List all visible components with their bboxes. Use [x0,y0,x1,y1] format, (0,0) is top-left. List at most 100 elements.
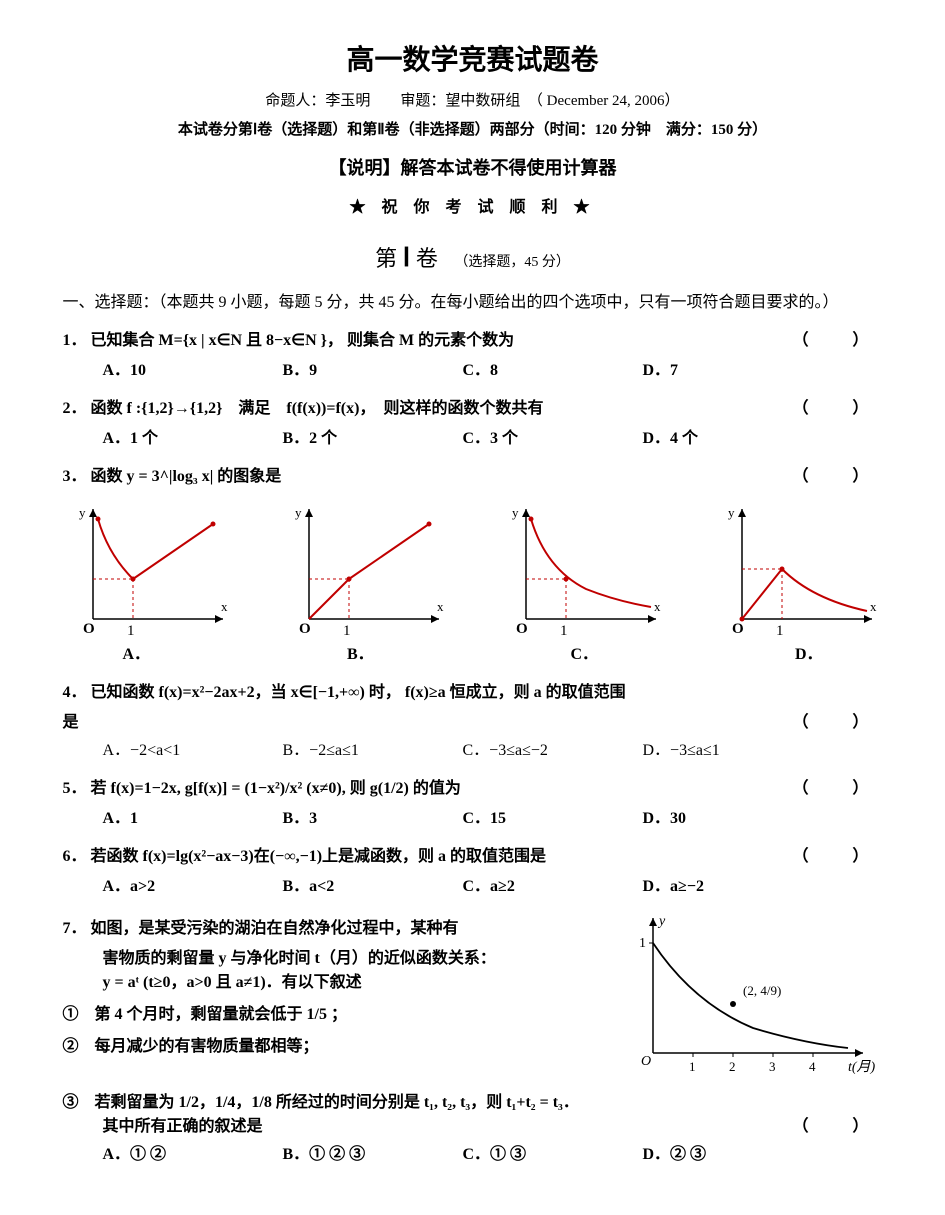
q5-opt-d: D．30 [643,807,783,831]
q4-opt-c: C．−3≤a≤−2 [463,739,603,763]
tick-1: 1 [343,623,351,639]
q2-number: 2． [63,400,87,417]
q5-text: 若 f(x)=1−2x, g[f(x)] = (1−x²)/x² (x≠0), … [91,780,461,797]
question-1: （ ） 1． 已知集合 M={x | x∈N 且 8−x∈N }， 则集合 M … [63,329,883,353]
q7-options: A．① ② B．① ② ③ C．① ③ D．② ③ [103,1143,883,1167]
q2-options: A．1 个 B．2 个 C．3 个 D．4 个 [103,427,883,451]
q7-stmt3: ③ 若剩留量为 1/2，1/4，1/8 所经过的时间分别是 t₁, t₂, t₃… [63,1091,883,1115]
q1-opt-d: D．7 [643,359,783,383]
q1-options: A．10 B．9 C．8 D．7 [103,359,883,383]
question-4: 4． 已知函数 f(x)=x²−2ax+2，当 x∈[−1,+∞) 时， f(x… [63,681,883,705]
q3-number: 3． [63,468,87,485]
q5-number: 5． [63,780,87,797]
q3-graphs: x y O 1 x y O 1 x y O [63,499,883,639]
x-axis-label: x [654,599,661,614]
answer-blank: （ ） [792,465,882,489]
y-axis-label: y [79,505,86,520]
q1-opt-b: B．9 [283,359,423,383]
volume-roman: Ⅰ [403,243,411,272]
q5-options: A．1 B．3 C．15 D．30 [103,807,883,831]
q7-y-label: y [657,914,666,929]
q3-labels: A． B． C． D． [123,643,823,667]
q5-opt-c: C．15 [463,807,603,831]
answer-blank: （ ） [792,329,882,353]
q7-ytick-1: 1 [639,936,646,951]
q7-origin: O [641,1054,651,1069]
q4-text: 已知函数 f(x)=x²−2ax+2，当 x∈[−1,+∞) 时， f(x)≥a… [91,684,626,701]
origin-label: O [83,621,95,637]
q1-text: 已知集合 M={x | x∈N 且 8−x∈N }， 则集合 M 的元素个数为 [91,332,515,349]
tick-1: 1 [560,623,568,639]
volume-note: （选择题，45 分） [454,255,570,270]
q2-opt-c: C．3 个 [463,427,603,451]
answer-blank: （ ） [792,777,882,801]
q6-opt-c: C．a≥2 [463,875,603,899]
q4-text2-line: （ ） 是 [63,711,883,735]
q3-text: 函数 y = 3^|log₃ x| 的图象是 [91,468,282,485]
instructions-2: 【说明】解答本试卷不得使用计算器 [63,155,883,182]
q4-opt-a: A．−2<a<1 [103,739,243,763]
q7-line3: y = aᵗ (t≥0，a>0 且 a≠1)．有以下叙述 [103,971,603,995]
q3-graph-b: x y O 1 [279,499,449,639]
q4-number: 4． [63,684,87,701]
q2-opt-b: B．2 个 [283,427,423,451]
volume-suffix: 卷 [416,246,438,271]
q3-graph-d: x y O 1 [712,499,882,639]
q5-opt-b: B．3 [283,807,423,831]
y-axis-label: y [728,505,735,520]
q7-xt4: 4 [809,1059,816,1074]
q6-number: 6． [63,848,87,865]
question-7: 7． 如图，是某受污染的湖泊在自然净化过程中，某种有 [63,917,603,941]
q7-stmt1: ① 第 4 个月时，剩留量就会低于 1/5 ； [63,1003,603,1027]
q7-opt-d: D．② ③ [643,1143,783,1167]
q3-graph-a: x y O 1 [63,499,233,639]
origin-label: O [299,621,311,637]
q1-opt-a: A．10 [103,359,243,383]
q3-label-c: C． [571,643,599,667]
answer-blank: （ ） [792,845,882,869]
q1-number: 1． [63,332,87,349]
q7-number: 7． [63,920,87,937]
q4-opt-b: B．−2≤a≤1 [283,739,423,763]
answer-blank: （ ） [792,397,882,421]
q7-x-label: t(月) [848,1059,876,1075]
answer-blank: （ ） [792,711,882,735]
q7-stmt2: ② 每月减少的有害物质量都相等； [63,1035,603,1059]
y-axis-label: y [512,505,519,520]
y-axis-label: y [295,505,302,520]
q7-tail: 其中所有正确的叙述是 [103,1118,263,1135]
q7-line2: 害物质的剩留量 y 与净化时间 t（月）的近似函数关系： [103,947,603,971]
section-1-heading: 一、选择题：（本题共 9 小题，每题 5 分，共 45 分。在每小题给出的四个选… [63,291,883,315]
q4-options: A．−2<a<1 B．−2≤a≤1 C．−3≤a≤−2 D．−3≤a≤1 [103,739,883,763]
q2-opt-d: D．4 个 [643,427,783,451]
q7-xt3: 3 [769,1059,776,1074]
answer-blank: （ ） [792,1115,882,1139]
q6-text: 若函数 f(x)=lg(x²−ax−3)在(−∞,−1)上是减函数，则 a 的取… [91,848,547,865]
q7-line1: 如图，是某受污染的湖泊在自然净化过程中，某种有 [91,920,459,937]
q3-label-b: B． [347,643,374,667]
x-axis-label: x [221,599,228,614]
q4-text2: 是 [63,714,79,731]
origin-label: O [516,621,528,637]
good-luck: ★ 祝 你 考 试 顺 利 ★ [63,196,883,220]
instructions-1: 本试卷分第Ⅰ卷（选择题）和第Ⅱ卷（非选择题）两部分（时间：120 分钟 满分：1… [63,119,883,142]
x-axis-label: x [437,599,444,614]
q7-chart: y t(月) O 1 1 2 3 4 (2, 4/9) [623,903,883,1083]
q3-label-d: D． [795,643,823,667]
q7-xt2: 2 [729,1059,736,1074]
q6-opt-a: A．a>2 [103,875,243,899]
q7-xt1: 1 [689,1059,696,1074]
q1-opt-c: C．8 [463,359,603,383]
question-2: （ ） 2． 函数 f :{1,2}→{1,2} 满足 f(f(x))=f(x)… [63,397,883,421]
q5-opt-a: A．1 [103,807,243,831]
q3-label-a: A． [123,643,151,667]
q7-opt-a: A．① ② [103,1143,243,1167]
volume-header: 第 Ⅰ 卷 （选择题，45 分） [63,238,883,277]
tick-1: 1 [127,623,135,639]
q7-point-label: (2, 4/9) [743,983,781,998]
q2-opt-a: A．1 个 [103,427,243,451]
question-6: （ ） 6． 若函数 f(x)=lg(x²−ax−3)在(−∞,−1)上是减函数… [63,845,883,869]
q6-opt-d: D．a≥−2 [643,875,783,899]
question-5: （ ） 5． 若 f(x)=1−2x, g[f(x)] = (1−x²)/x² … [63,777,883,801]
exam-title: 高一数学竞赛试题卷 [63,40,883,82]
